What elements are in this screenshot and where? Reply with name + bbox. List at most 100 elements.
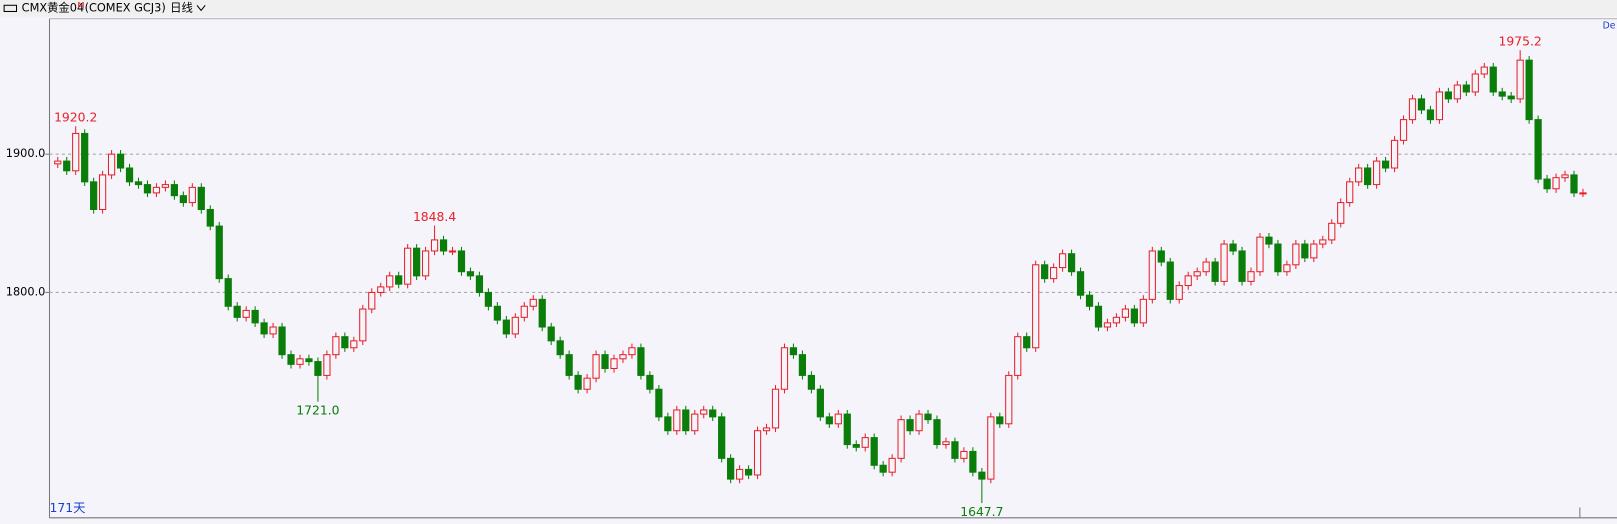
candle-body xyxy=(125,167,134,183)
extreme-label: 1920.2 xyxy=(54,111,97,125)
candle-body xyxy=(466,271,475,277)
candle-body xyxy=(1444,91,1452,100)
candle-body xyxy=(1175,285,1183,300)
candle-body xyxy=(296,358,304,365)
candle-body xyxy=(1130,308,1138,324)
candle-body xyxy=(888,457,896,473)
candle-body xyxy=(332,336,340,356)
candle-body xyxy=(924,413,932,421)
candle-body xyxy=(1552,177,1560,190)
candle-body xyxy=(1085,294,1094,307)
y-tick-label: 1800.0 xyxy=(6,284,46,298)
candle-body xyxy=(628,347,636,356)
candle-body xyxy=(1292,243,1300,266)
header-code: (COMEX GCJ3) xyxy=(85,0,166,14)
candle-body xyxy=(314,361,322,376)
candle-body xyxy=(430,239,439,252)
candle-body xyxy=(700,409,708,415)
candle-body xyxy=(1480,66,1488,75)
period-selector[interactable]: 日线 xyxy=(170,0,193,14)
candle-body xyxy=(583,377,591,390)
candle-body xyxy=(377,286,385,293)
candle-body xyxy=(592,354,600,379)
candle-body xyxy=(152,186,161,194)
days-label: 171天 xyxy=(50,501,86,515)
candle-body xyxy=(744,468,753,476)
candle-body xyxy=(709,409,717,418)
candle-body xyxy=(574,374,582,390)
candle-body xyxy=(1076,271,1085,296)
candle-body xyxy=(843,413,851,446)
candle-body xyxy=(691,413,699,432)
candle-body xyxy=(1534,119,1542,180)
candle-body xyxy=(260,322,268,335)
candle-body xyxy=(1274,243,1282,273)
candle-body xyxy=(1381,160,1390,169)
y-tick-label: 1900.0 xyxy=(6,146,46,160)
candle-body xyxy=(520,305,528,318)
candle-body xyxy=(1498,91,1506,97)
candle-body xyxy=(565,354,573,376)
candle-body xyxy=(404,247,412,285)
candle-body xyxy=(179,195,187,204)
candle-body xyxy=(493,305,501,321)
corner-label: De xyxy=(1603,20,1616,31)
candle-body xyxy=(879,464,887,473)
candle-body xyxy=(1139,298,1147,324)
candle-body xyxy=(484,291,493,307)
candle-body xyxy=(341,336,349,349)
candle-body xyxy=(762,427,771,432)
candle-body xyxy=(942,441,950,446)
candle-body xyxy=(1220,243,1228,282)
candle-body xyxy=(1426,109,1435,121)
candle-body xyxy=(834,413,842,425)
candle-body xyxy=(99,174,107,211)
candle-body xyxy=(143,184,152,194)
candle-body xyxy=(673,409,681,432)
candle-body xyxy=(1023,336,1031,349)
candle-body xyxy=(1471,73,1479,93)
candle-body xyxy=(771,388,780,429)
candle-body xyxy=(287,354,295,365)
candle-body xyxy=(305,358,313,363)
candle-body xyxy=(718,416,726,459)
candle-body xyxy=(1579,192,1587,195)
candle-body xyxy=(368,291,376,310)
candle-body xyxy=(1014,336,1022,376)
candle-body xyxy=(1462,84,1470,93)
candle-body xyxy=(1435,91,1444,121)
candle-body xyxy=(502,319,510,335)
candle-body xyxy=(511,316,519,335)
candle-body xyxy=(807,374,815,390)
candle-body xyxy=(1346,181,1354,204)
candle-body xyxy=(1310,243,1318,259)
candle-body xyxy=(359,308,367,342)
candle-body xyxy=(1247,271,1255,282)
candle-body xyxy=(170,184,178,197)
candle-body xyxy=(1373,160,1381,186)
candle-body xyxy=(637,347,645,376)
candle-body xyxy=(1561,174,1569,179)
candle-body xyxy=(538,298,546,328)
candle-body xyxy=(233,305,241,318)
header-title: CMX黄金04 xyxy=(22,0,85,14)
candle-body xyxy=(1041,264,1049,280)
candle-body xyxy=(206,208,214,227)
candle-body xyxy=(664,416,672,432)
candle-body xyxy=(978,471,986,480)
candle-body xyxy=(1399,119,1408,141)
candle-body xyxy=(278,326,286,356)
period-arrow[interactable] xyxy=(196,4,206,12)
candle-body xyxy=(269,326,277,335)
candle-body xyxy=(556,340,564,356)
candle-body xyxy=(1067,253,1076,273)
candle-body xyxy=(753,430,762,476)
candle-body xyxy=(251,309,259,324)
candle-body xyxy=(798,354,807,376)
candle-body xyxy=(1148,250,1156,300)
header-icon xyxy=(3,4,18,12)
candle-body xyxy=(960,450,968,459)
